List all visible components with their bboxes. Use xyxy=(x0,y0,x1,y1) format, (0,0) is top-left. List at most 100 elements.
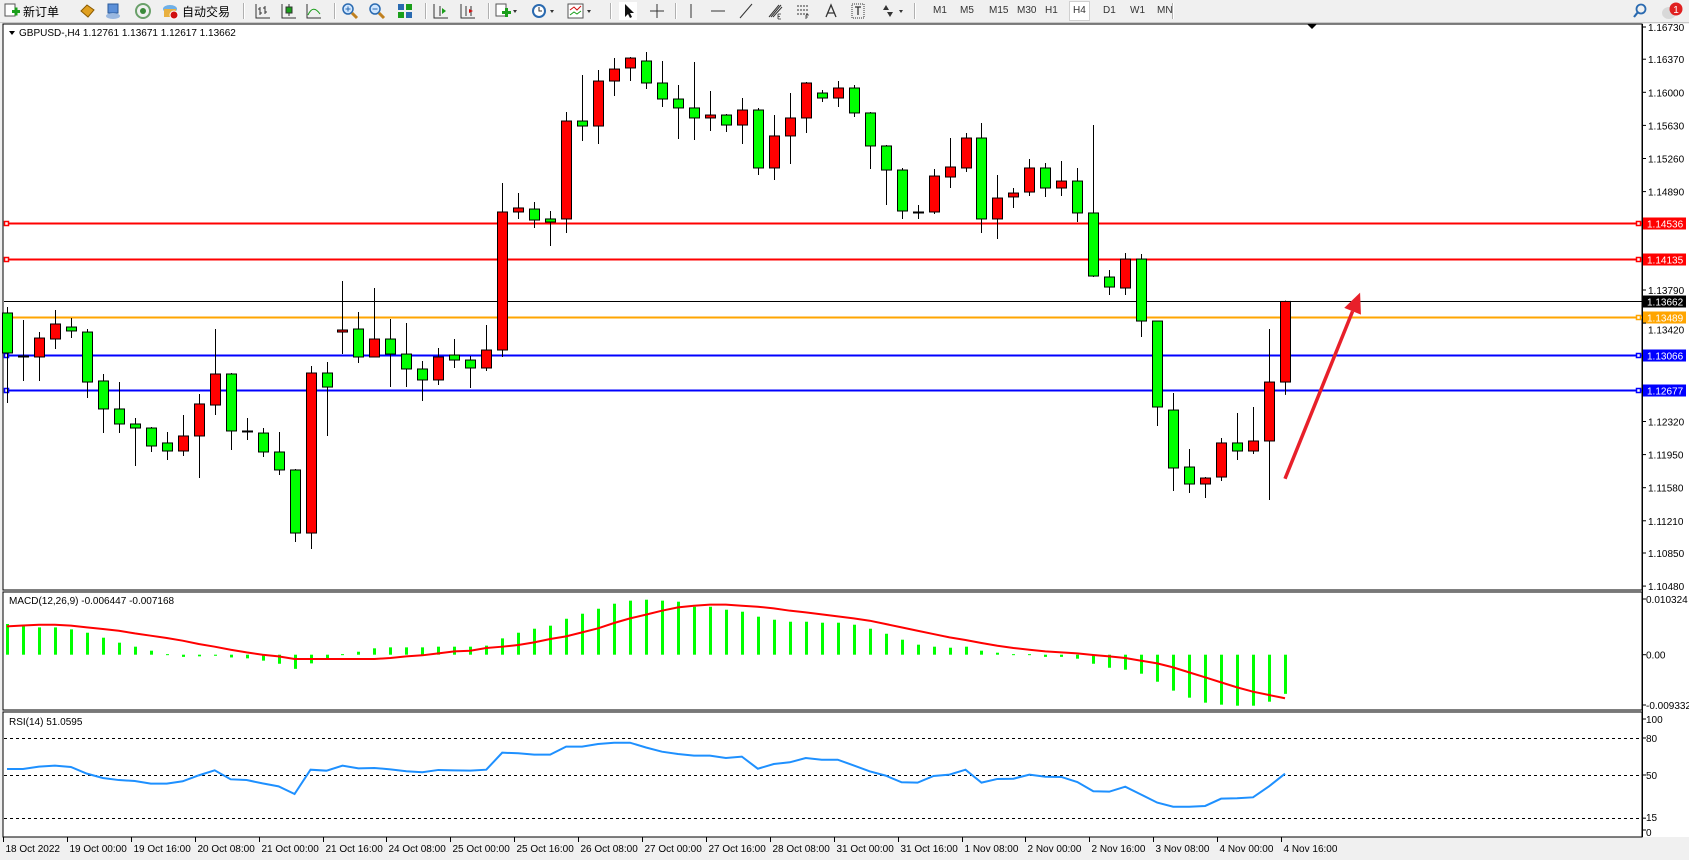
candle[interactable] xyxy=(705,90,716,132)
zoom-in-button[interactable] xyxy=(341,2,359,20)
level-handle-left[interactable] xyxy=(3,387,10,394)
candle[interactable] xyxy=(274,431,285,475)
main-chart-panel[interactable] xyxy=(2,23,1643,591)
candle[interactable] xyxy=(210,328,221,415)
candle[interactable] xyxy=(2,306,13,403)
candle[interactable] xyxy=(1248,406,1259,454)
indicators-button[interactable] xyxy=(494,2,518,20)
candle[interactable] xyxy=(1040,162,1051,197)
candle[interactable] xyxy=(1136,254,1147,337)
candle[interactable] xyxy=(945,138,956,189)
new-order-button[interactable]: 新订单 xyxy=(3,2,59,20)
bar-chart-button[interactable] xyxy=(254,2,272,20)
candle[interactable] xyxy=(306,366,317,549)
level-handle-right[interactable] xyxy=(1635,256,1642,263)
candle[interactable] xyxy=(1264,328,1275,501)
fibonacci-button[interactable] xyxy=(766,2,784,20)
text-button[interactable] xyxy=(822,2,840,20)
candle[interactable] xyxy=(369,288,380,358)
price-axis[interactable] xyxy=(1643,24,1689,837)
candle[interactable] xyxy=(673,84,684,139)
level-handle-left[interactable] xyxy=(3,352,10,359)
level-handle-right[interactable] xyxy=(1635,220,1642,227)
candle[interactable] xyxy=(865,111,876,170)
candle[interactable] xyxy=(577,75,588,141)
candle[interactable] xyxy=(353,311,364,363)
candle[interactable] xyxy=(545,211,556,246)
candle[interactable] xyxy=(82,328,93,398)
text-label-button[interactable] xyxy=(849,2,867,20)
candle[interactable] xyxy=(1120,252,1131,296)
candle[interactable] xyxy=(226,373,237,451)
candle[interactable] xyxy=(992,175,1003,240)
candle[interactable] xyxy=(162,431,173,460)
red-arrow-annotation[interactable] xyxy=(1283,292,1361,480)
candle[interactable] xyxy=(641,52,652,89)
candle[interactable] xyxy=(194,394,205,479)
profile-button[interactable] xyxy=(104,2,122,20)
horizontal-line-button[interactable] xyxy=(709,2,727,20)
candle[interactable] xyxy=(258,428,269,458)
candle[interactable] xyxy=(1088,125,1099,278)
level-handle-left[interactable] xyxy=(3,256,10,263)
candle[interactable] xyxy=(785,93,796,165)
chart-shift-button[interactable] xyxy=(459,2,477,20)
candle[interactable] xyxy=(801,82,812,134)
candle[interactable] xyxy=(1232,412,1243,460)
candle[interactable] xyxy=(433,347,444,385)
candle[interactable] xyxy=(1280,300,1291,395)
candle[interactable] xyxy=(961,133,972,173)
candle[interactable] xyxy=(1216,438,1227,481)
candle[interactable] xyxy=(322,362,333,436)
candle[interactable] xyxy=(609,58,620,96)
level-handle-left[interactable] xyxy=(3,220,10,227)
candle[interactable] xyxy=(817,89,828,102)
periods-button[interactable] xyxy=(530,2,556,20)
candle[interactable] xyxy=(130,418,141,467)
notifications-button[interactable]: 1 xyxy=(1660,2,1686,20)
templates-button[interactable] xyxy=(566,2,594,20)
candle[interactable] xyxy=(385,318,396,388)
chart-shift-marker-icon[interactable] xyxy=(1307,24,1317,29)
candle[interactable] xyxy=(1200,477,1211,498)
tile-windows-button[interactable] xyxy=(396,2,414,20)
candle[interactable] xyxy=(913,205,924,219)
zoom-out-button[interactable] xyxy=(368,2,386,20)
rsi-panel[interactable] xyxy=(2,711,1643,838)
cursor-button[interactable] xyxy=(619,2,637,20)
arrows-button[interactable] xyxy=(878,2,906,20)
candle[interactable] xyxy=(1024,159,1035,196)
candle[interactable] xyxy=(497,183,508,357)
timeframe-mn-button[interactable]: MN xyxy=(1157,5,1173,16)
candle[interactable] xyxy=(98,373,109,434)
auto-scroll-button[interactable] xyxy=(432,2,450,20)
symbol-menu-triangle-icon[interactable] xyxy=(9,31,15,35)
candle[interactable] xyxy=(689,61,700,140)
candle[interactable] xyxy=(242,418,253,441)
candle[interactable] xyxy=(66,317,77,339)
history-center-button[interactable] xyxy=(78,2,96,20)
candle[interactable] xyxy=(929,169,940,214)
timeframe-w1-button[interactable]: W1 xyxy=(1130,5,1145,16)
candle[interactable] xyxy=(721,114,732,133)
candle[interactable] xyxy=(1184,449,1195,493)
candle[interactable] xyxy=(593,70,604,145)
timeframe-d1-button[interactable]: D1 xyxy=(1103,5,1116,16)
vertical-line-button[interactable] xyxy=(682,2,700,20)
candle[interactable] xyxy=(1168,393,1179,491)
candle[interactable] xyxy=(1008,188,1019,208)
candle[interactable] xyxy=(513,193,524,219)
timeframe-m30-button[interactable]: M30 xyxy=(1017,5,1037,16)
candle[interactable] xyxy=(1072,167,1083,223)
timeframe-m15-button[interactable]: M15 xyxy=(989,5,1009,16)
candle[interactable] xyxy=(34,332,45,381)
candle[interactable] xyxy=(465,356,476,389)
candlestick-button[interactable] xyxy=(280,2,298,20)
candle[interactable] xyxy=(417,361,428,402)
candle[interactable] xyxy=(897,167,908,219)
candle[interactable] xyxy=(1152,320,1163,426)
line-chart-button[interactable] xyxy=(305,2,323,20)
timeframe-m1-button[interactable]: M1 xyxy=(933,5,947,16)
candle[interactable] xyxy=(337,280,348,355)
candle[interactable] xyxy=(178,414,189,457)
